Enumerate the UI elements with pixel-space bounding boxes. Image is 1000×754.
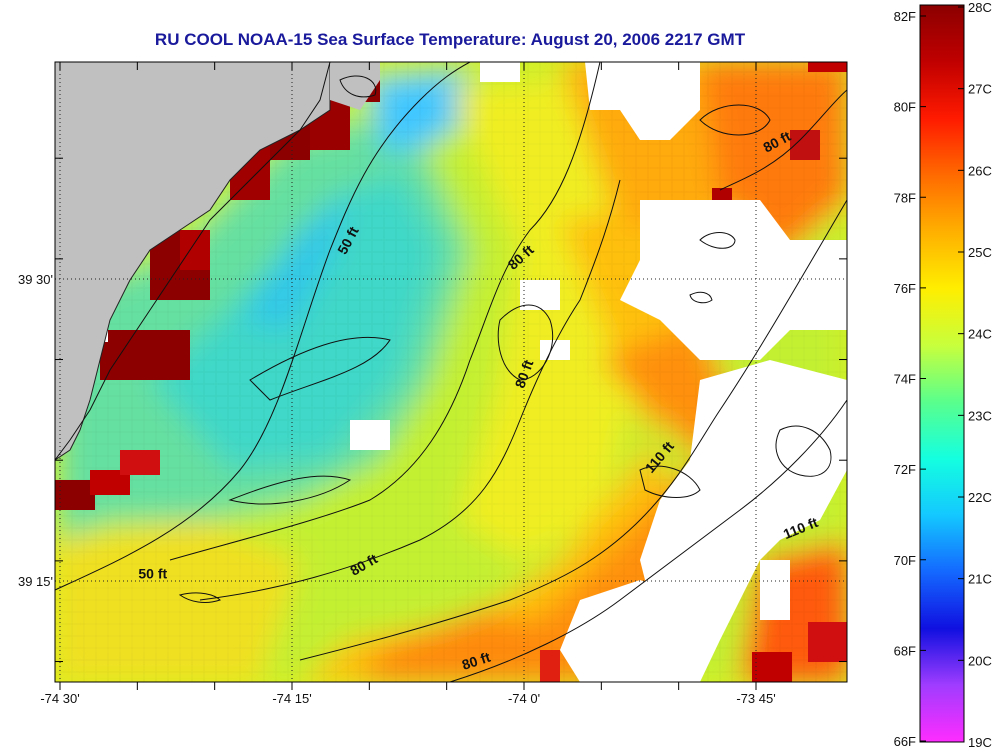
x-tick-label: -74 15' xyxy=(272,691,311,706)
y-tick-label: 39 30' xyxy=(18,272,53,287)
x-tick-label: -73 45' xyxy=(736,691,775,706)
map-title: RU COOL NOAA-15 Sea Surface Temperature:… xyxy=(154,30,746,49)
y-axis: 39 30' 39 15' xyxy=(18,157,847,663)
x-axis: -74 30' -74 15' -74 0' -73 45' xyxy=(40,62,776,706)
cloud-mask xyxy=(96,62,847,682)
coastline xyxy=(55,62,331,461)
contour-depth-label: 50 ft xyxy=(138,566,167,582)
graticule xyxy=(55,62,847,682)
y-tick-label: 39 15' xyxy=(18,574,53,589)
bathymetry-contours xyxy=(55,62,847,682)
map-border xyxy=(54,61,848,683)
x-tick-label: -74 0' xyxy=(508,691,540,706)
x-tick-label: -74 30' xyxy=(40,691,79,706)
land xyxy=(55,62,380,461)
